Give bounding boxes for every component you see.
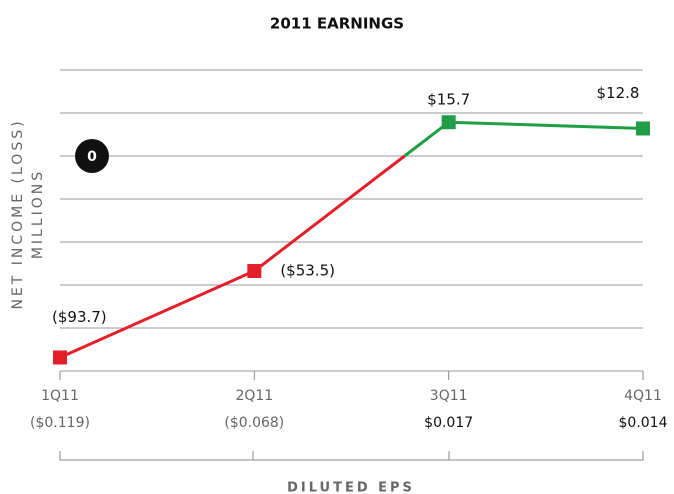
chart-title: 2011 EARNINGS (270, 15, 404, 33)
eps-label: ($0.119) (30, 415, 90, 431)
data-label: ($53.5) (280, 262, 335, 280)
point (441, 115, 456, 130)
data-label: $15.7 (427, 91, 470, 109)
line-segment (59, 269, 255, 359)
line-segment (448, 120, 644, 130)
y-axis-label: NET INCOME (LOSS) (10, 118, 26, 309)
eps-label: ($0.068) (224, 415, 284, 431)
zero-badge (75, 139, 109, 173)
eps-label: $0.017 (424, 415, 473, 431)
x-axis-label: DILUTED EPS (287, 481, 415, 494)
y-tick-label: 0 (87, 149, 97, 165)
x-tick-label: 2Q11 (235, 388, 273, 404)
x-tick-label: 4Q11 (624, 388, 662, 404)
point (636, 121, 650, 136)
eps-label: $0.014 (619, 415, 668, 431)
line-segment (403, 121, 450, 158)
eps-bracket (59, 451, 644, 461)
x-tick-label: 3Q11 (430, 388, 468, 404)
data-label: $12.8 (597, 84, 640, 102)
y-axis-unit: MILLIONS (30, 169, 46, 259)
point (247, 264, 262, 279)
line-segment (253, 154, 406, 273)
point (53, 350, 67, 365)
x-tick-label: 1Q11 (41, 388, 79, 404)
data-label: ($93.7) (52, 308, 107, 326)
